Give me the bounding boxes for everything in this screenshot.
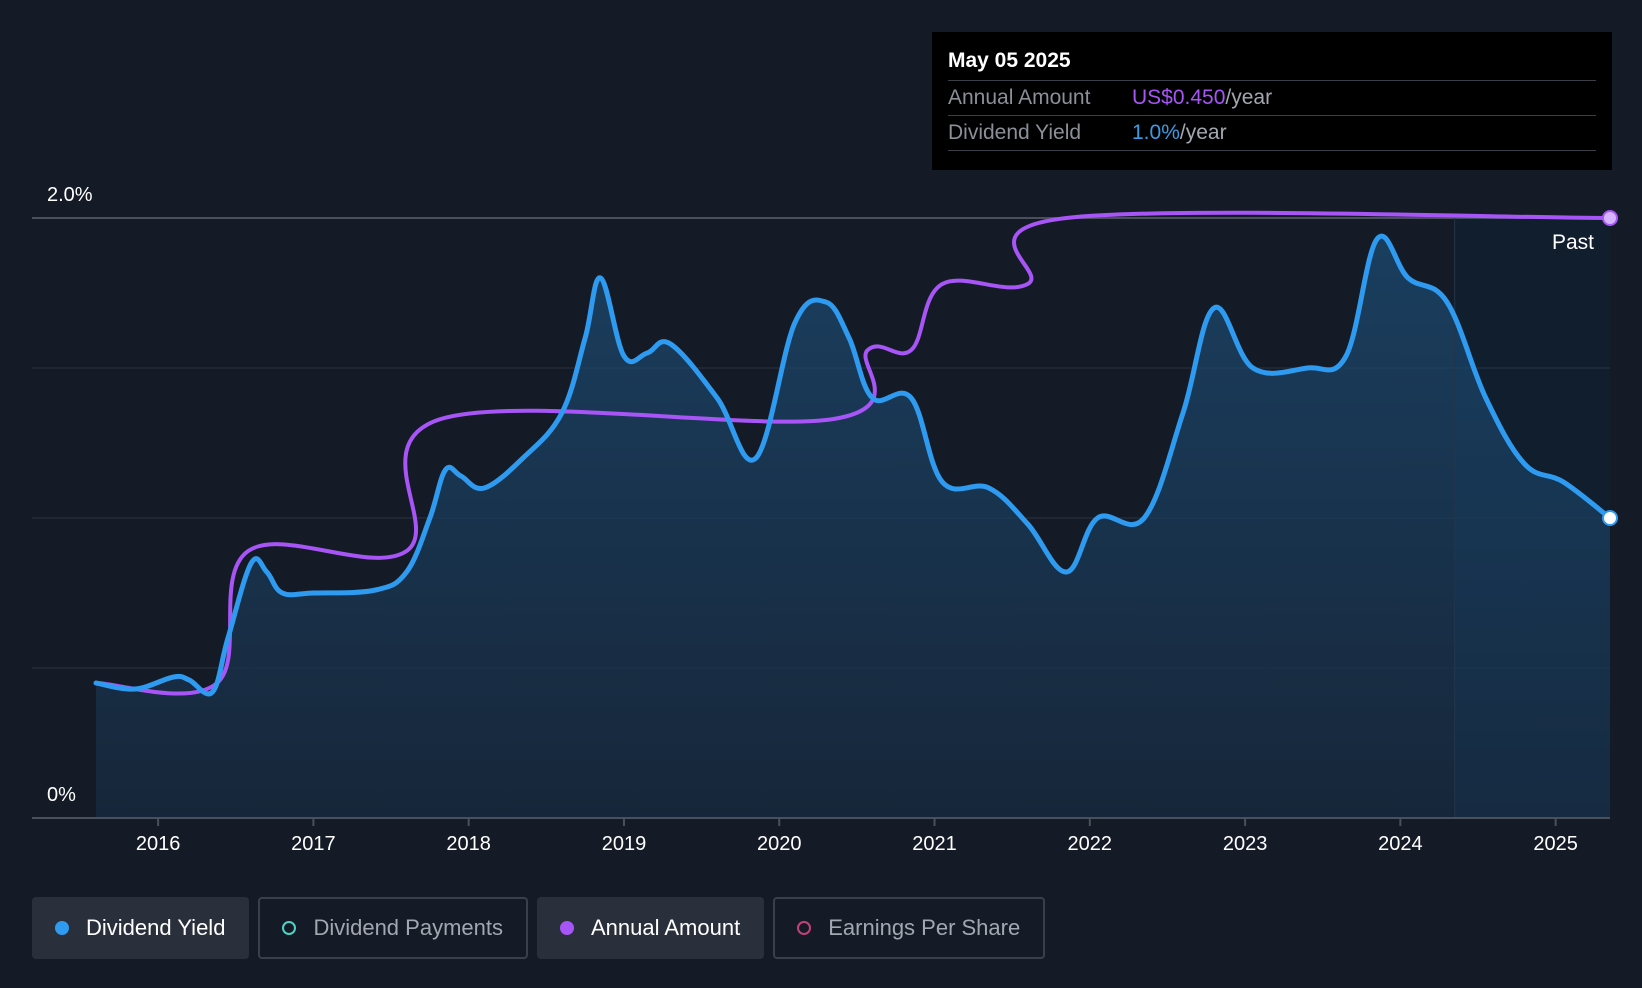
x-tick-label: 2022: [1068, 833, 1113, 855]
tooltip-date: May 05 2025: [948, 46, 1596, 81]
legend-dividend-payments-button[interactable]: Dividend Payments: [258, 897, 528, 959]
legend-label: Annual Amount: [590, 915, 741, 940]
dividend-yield-line: [93, 233, 1613, 697]
y-tick-label: 0%: [47, 784, 76, 806]
tooltip-annual-row: Annual Amount US$0.450 /year: [948, 81, 1596, 116]
x-tick-label: 2025: [1533, 833, 1578, 855]
legend-label: Dividend Yield: [86, 915, 226, 940]
dividend-yield-end-marker[interactable]: [1602, 510, 1618, 526]
tooltip-yield-unit: /year: [1179, 121, 1227, 144]
tooltip-yield-value: 1.0%: [1132, 121, 1180, 144]
legend-label: Earnings Per Share: [828, 915, 1021, 940]
x-tick-label: 2019: [602, 833, 647, 855]
x-tick-label: 2021: [912, 833, 957, 855]
x-tick-label: 2016: [136, 833, 181, 855]
dividend-payments-ring-icon: [282, 921, 297, 935]
annual-amount-line: [94, 210, 1612, 696]
tooltip-annual-unit: /year: [1225, 86, 1273, 109]
dividend-yield-dot-icon: [55, 921, 69, 935]
legend-label: Dividend Payments: [313, 915, 503, 940]
x-tick-label: 2024: [1378, 833, 1423, 855]
x-tick-label: 2020: [757, 833, 802, 855]
tooltip-yield-row: Dividend Yield 1.0% /year: [948, 116, 1596, 151]
earnings-per-share-ring-icon: [797, 921, 812, 935]
annual-amount-end-marker[interactable]: [1602, 210, 1618, 226]
x-tick-label: 2018: [446, 833, 491, 855]
tooltip-annual-value: US$0.450: [1132, 86, 1226, 109]
dividend-yield-area: [96, 236, 1610, 818]
past-label: Past: [1552, 231, 1594, 254]
legend-annual-amount-button[interactable]: Annual Amount: [536, 897, 765, 959]
legend-earnings-per-share-button[interactable]: Earnings Per Share: [773, 897, 1046, 959]
annual-amount-dot-icon: [559, 921, 574, 935]
y-tick-label: 2.0%: [47, 184, 93, 206]
x-tick-label: 2017: [291, 833, 336, 855]
past-region-overlay: [1454, 218, 1610, 818]
tooltip-annual-label: Annual Amount: [948, 86, 1091, 109]
legend-dividend-yield-button[interactable]: Dividend Yield: [32, 897, 250, 959]
tooltip-yield-label: Dividend Yield: [948, 121, 1082, 144]
tooltip-panel: May 05 2025 Annual Amount US$0.450 /year…: [932, 32, 1612, 170]
legend: Dividend Yield Dividend Payments Annual …: [32, 897, 1046, 959]
x-tick-label: 2023: [1223, 833, 1268, 855]
